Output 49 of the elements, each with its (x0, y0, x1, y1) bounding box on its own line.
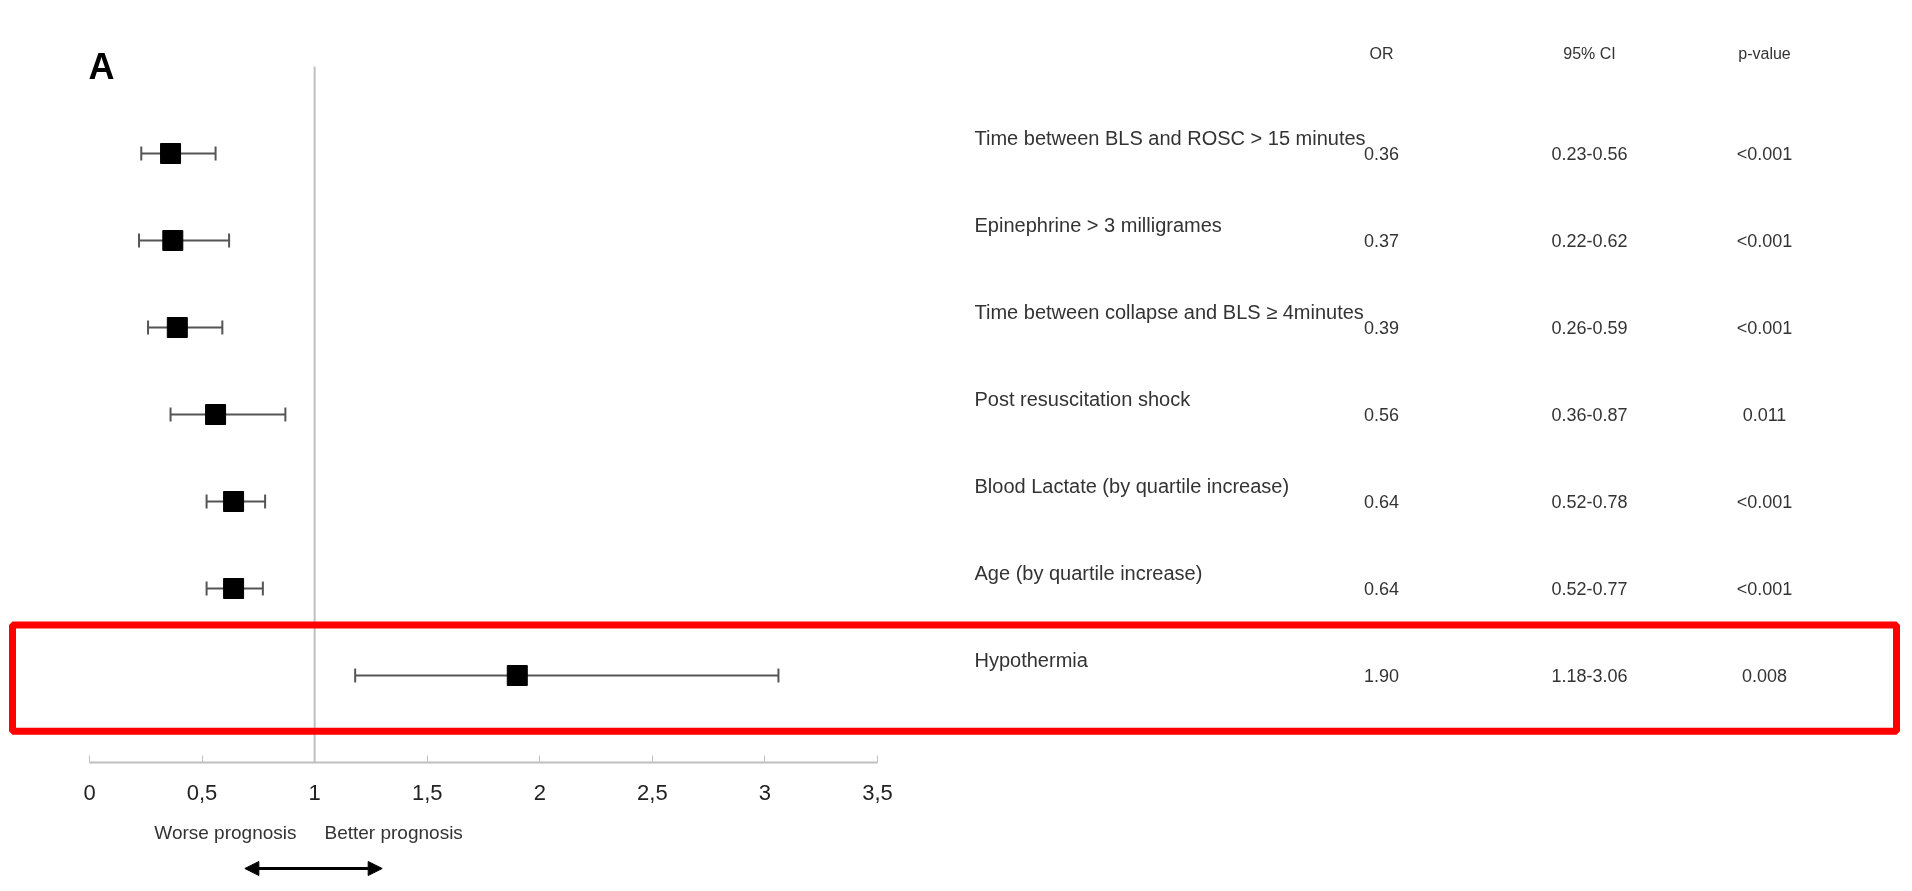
text: 0.008 (1741, 666, 1788, 686)
data-label: 1.90 (1363, 666, 1400, 686)
x-tick-label: 1 (308, 779, 321, 805)
text: 0.011 (1742, 405, 1787, 425)
data-label: 0.64 (1363, 492, 1400, 512)
point (166, 317, 188, 338)
x-tick-label: 0 (83, 779, 96, 805)
text: 0.52-0.78 (1551, 492, 1628, 512)
text: 0.52-0.77 (1551, 579, 1628, 599)
text: <0.001 (1736, 317, 1793, 338)
text: <0.001 (1736, 143, 1793, 164)
text: Better prognosis (324, 822, 463, 843)
text: 95% CI (1563, 45, 1616, 62)
data-label: 0.37 (1363, 231, 1400, 251)
annotation: A (88, 46, 115, 87)
x-tick-label: 1,5 (411, 779, 443, 805)
point (205, 404, 227, 425)
x-tick-label: 0,5 (186, 779, 218, 805)
y-tick-label: Hypothermia (974, 648, 1089, 671)
text: OR (1369, 45, 1394, 62)
y-tick-label: Time between BLS and ROSC > 15 minutes (974, 126, 1366, 149)
point (506, 665, 528, 686)
text: 1.18-3.06 (1551, 666, 1628, 686)
text: <0.001 (1736, 578, 1793, 599)
point (223, 578, 245, 599)
text: 0.22-0.62 (1551, 231, 1628, 251)
point (223, 491, 245, 512)
y-tick-label: Post resuscitation shock (974, 387, 1192, 410)
text: 0.26-0.59 (1551, 318, 1628, 338)
data-label: 0.36 (1363, 144, 1400, 164)
text: <0.001 (1736, 491, 1793, 512)
data-label: 0.56 (1363, 405, 1400, 425)
y-tick-label: Age (by quartile increase) (974, 561, 1203, 584)
text: 0.23-0.56 (1551, 144, 1628, 164)
data-label: 0.39 (1363, 318, 1400, 338)
data-label: 0.64 (1363, 579, 1400, 599)
text: <0.001 (1736, 230, 1793, 251)
y-tick-label: Time between collapse and BLS ≥ 4minutes (974, 300, 1364, 323)
text: p-value (1738, 45, 1791, 62)
x-tick-label: 3 (758, 779, 772, 805)
point (160, 143, 182, 164)
x-tick-label: 3,5 (862, 779, 893, 805)
point (162, 230, 184, 251)
text: Worse prognosis (154, 822, 297, 843)
y-tick-label: Blood Lactate (by quartile increase) (974, 474, 1290, 497)
x-tick-label: 2,5 (637, 779, 668, 805)
x-tick-label: 2 (533, 779, 546, 805)
y-tick-label: Epinephrine > 3 milligrames (974, 213, 1222, 236)
text: 0.36-0.87 (1551, 405, 1628, 425)
